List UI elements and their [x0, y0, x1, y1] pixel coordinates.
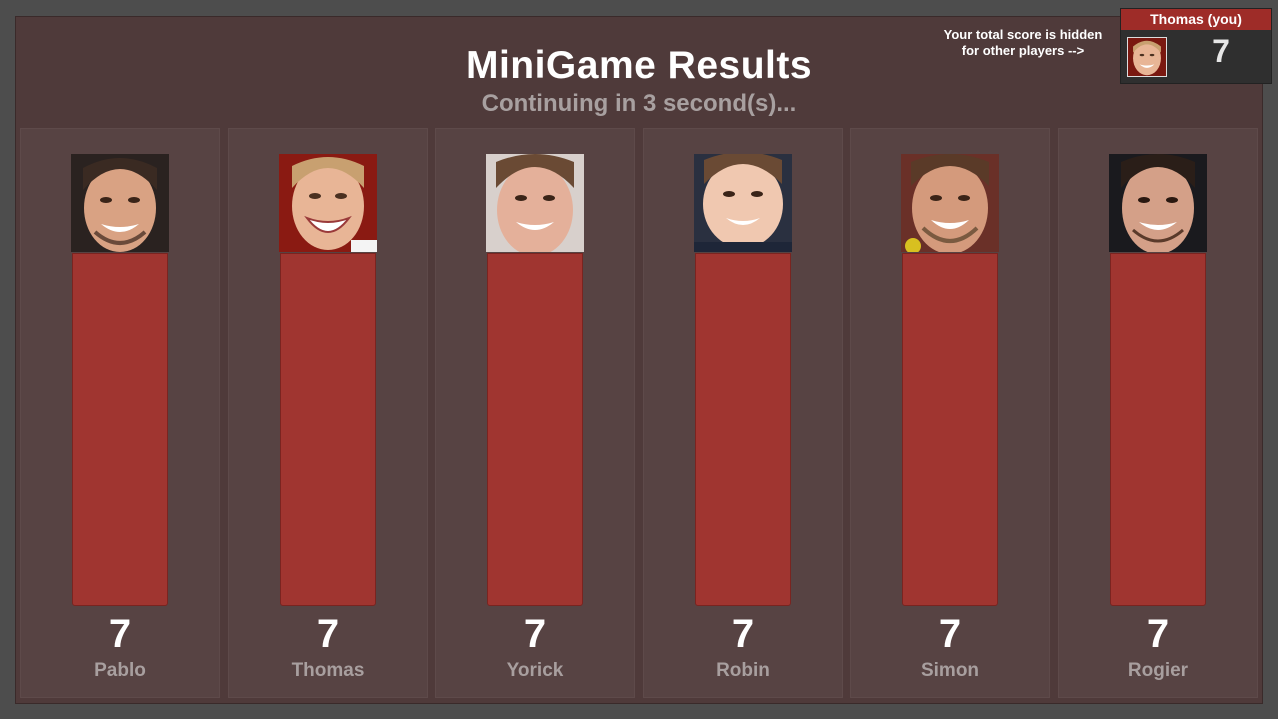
score-bar	[280, 253, 376, 606]
player-score: 7	[108, 612, 132, 656]
player-score: 7	[1146, 612, 1170, 656]
hidden-score-hint: Your total score is hidden for other pla…	[928, 27, 1118, 59]
score-bar	[1110, 253, 1206, 606]
score-bar	[487, 253, 583, 606]
my-total-score: 7	[1212, 33, 1230, 69]
player-name: Yorick	[506, 660, 564, 681]
player-name: Simon	[920, 660, 980, 681]
player-name: Robin	[716, 660, 770, 681]
player-name: Pablo	[94, 660, 146, 681]
score-bar	[902, 253, 998, 606]
countdown-text: Continuing in 3 second(s)...	[481, 90, 797, 117]
hint-line-1: Your total score is hidden	[943, 27, 1103, 42]
my-avatar	[1127, 37, 1167, 77]
player-avatar	[901, 154, 999, 252]
score-bar	[695, 253, 791, 606]
player-avatar	[694, 154, 792, 252]
page-title: MiniGame Results	[465, 44, 813, 87]
player-avatar	[279, 154, 377, 252]
player-score: 7	[523, 612, 547, 656]
player-name: Thomas	[291, 660, 365, 681]
player-column-pablo: 7 Pablo	[20, 128, 220, 698]
player-column-rogier: 7 Rogier	[1058, 128, 1258, 698]
player-score: 7	[731, 612, 755, 656]
player-score: 7	[938, 612, 962, 656]
my-name: Thomas (you)	[1121, 9, 1271, 30]
player-avatar	[1109, 154, 1207, 252]
player-name: Rogier	[1127, 660, 1189, 681]
player-column-simon: 7 Simon	[850, 128, 1050, 698]
player-avatar	[486, 154, 584, 252]
hint-line-2: for other players -->	[961, 43, 1085, 58]
score-bar	[72, 253, 168, 606]
player-column-robin: 7 Robin	[643, 128, 843, 698]
player-column-thomas: 7 Thomas	[228, 128, 428, 698]
my-score-card: Thomas (you) 7	[1120, 8, 1272, 84]
player-avatar	[71, 154, 169, 252]
player-column-yorick: 7 Yorick	[435, 128, 635, 698]
results-frame	[15, 16, 1263, 704]
player-score: 7	[316, 612, 340, 656]
